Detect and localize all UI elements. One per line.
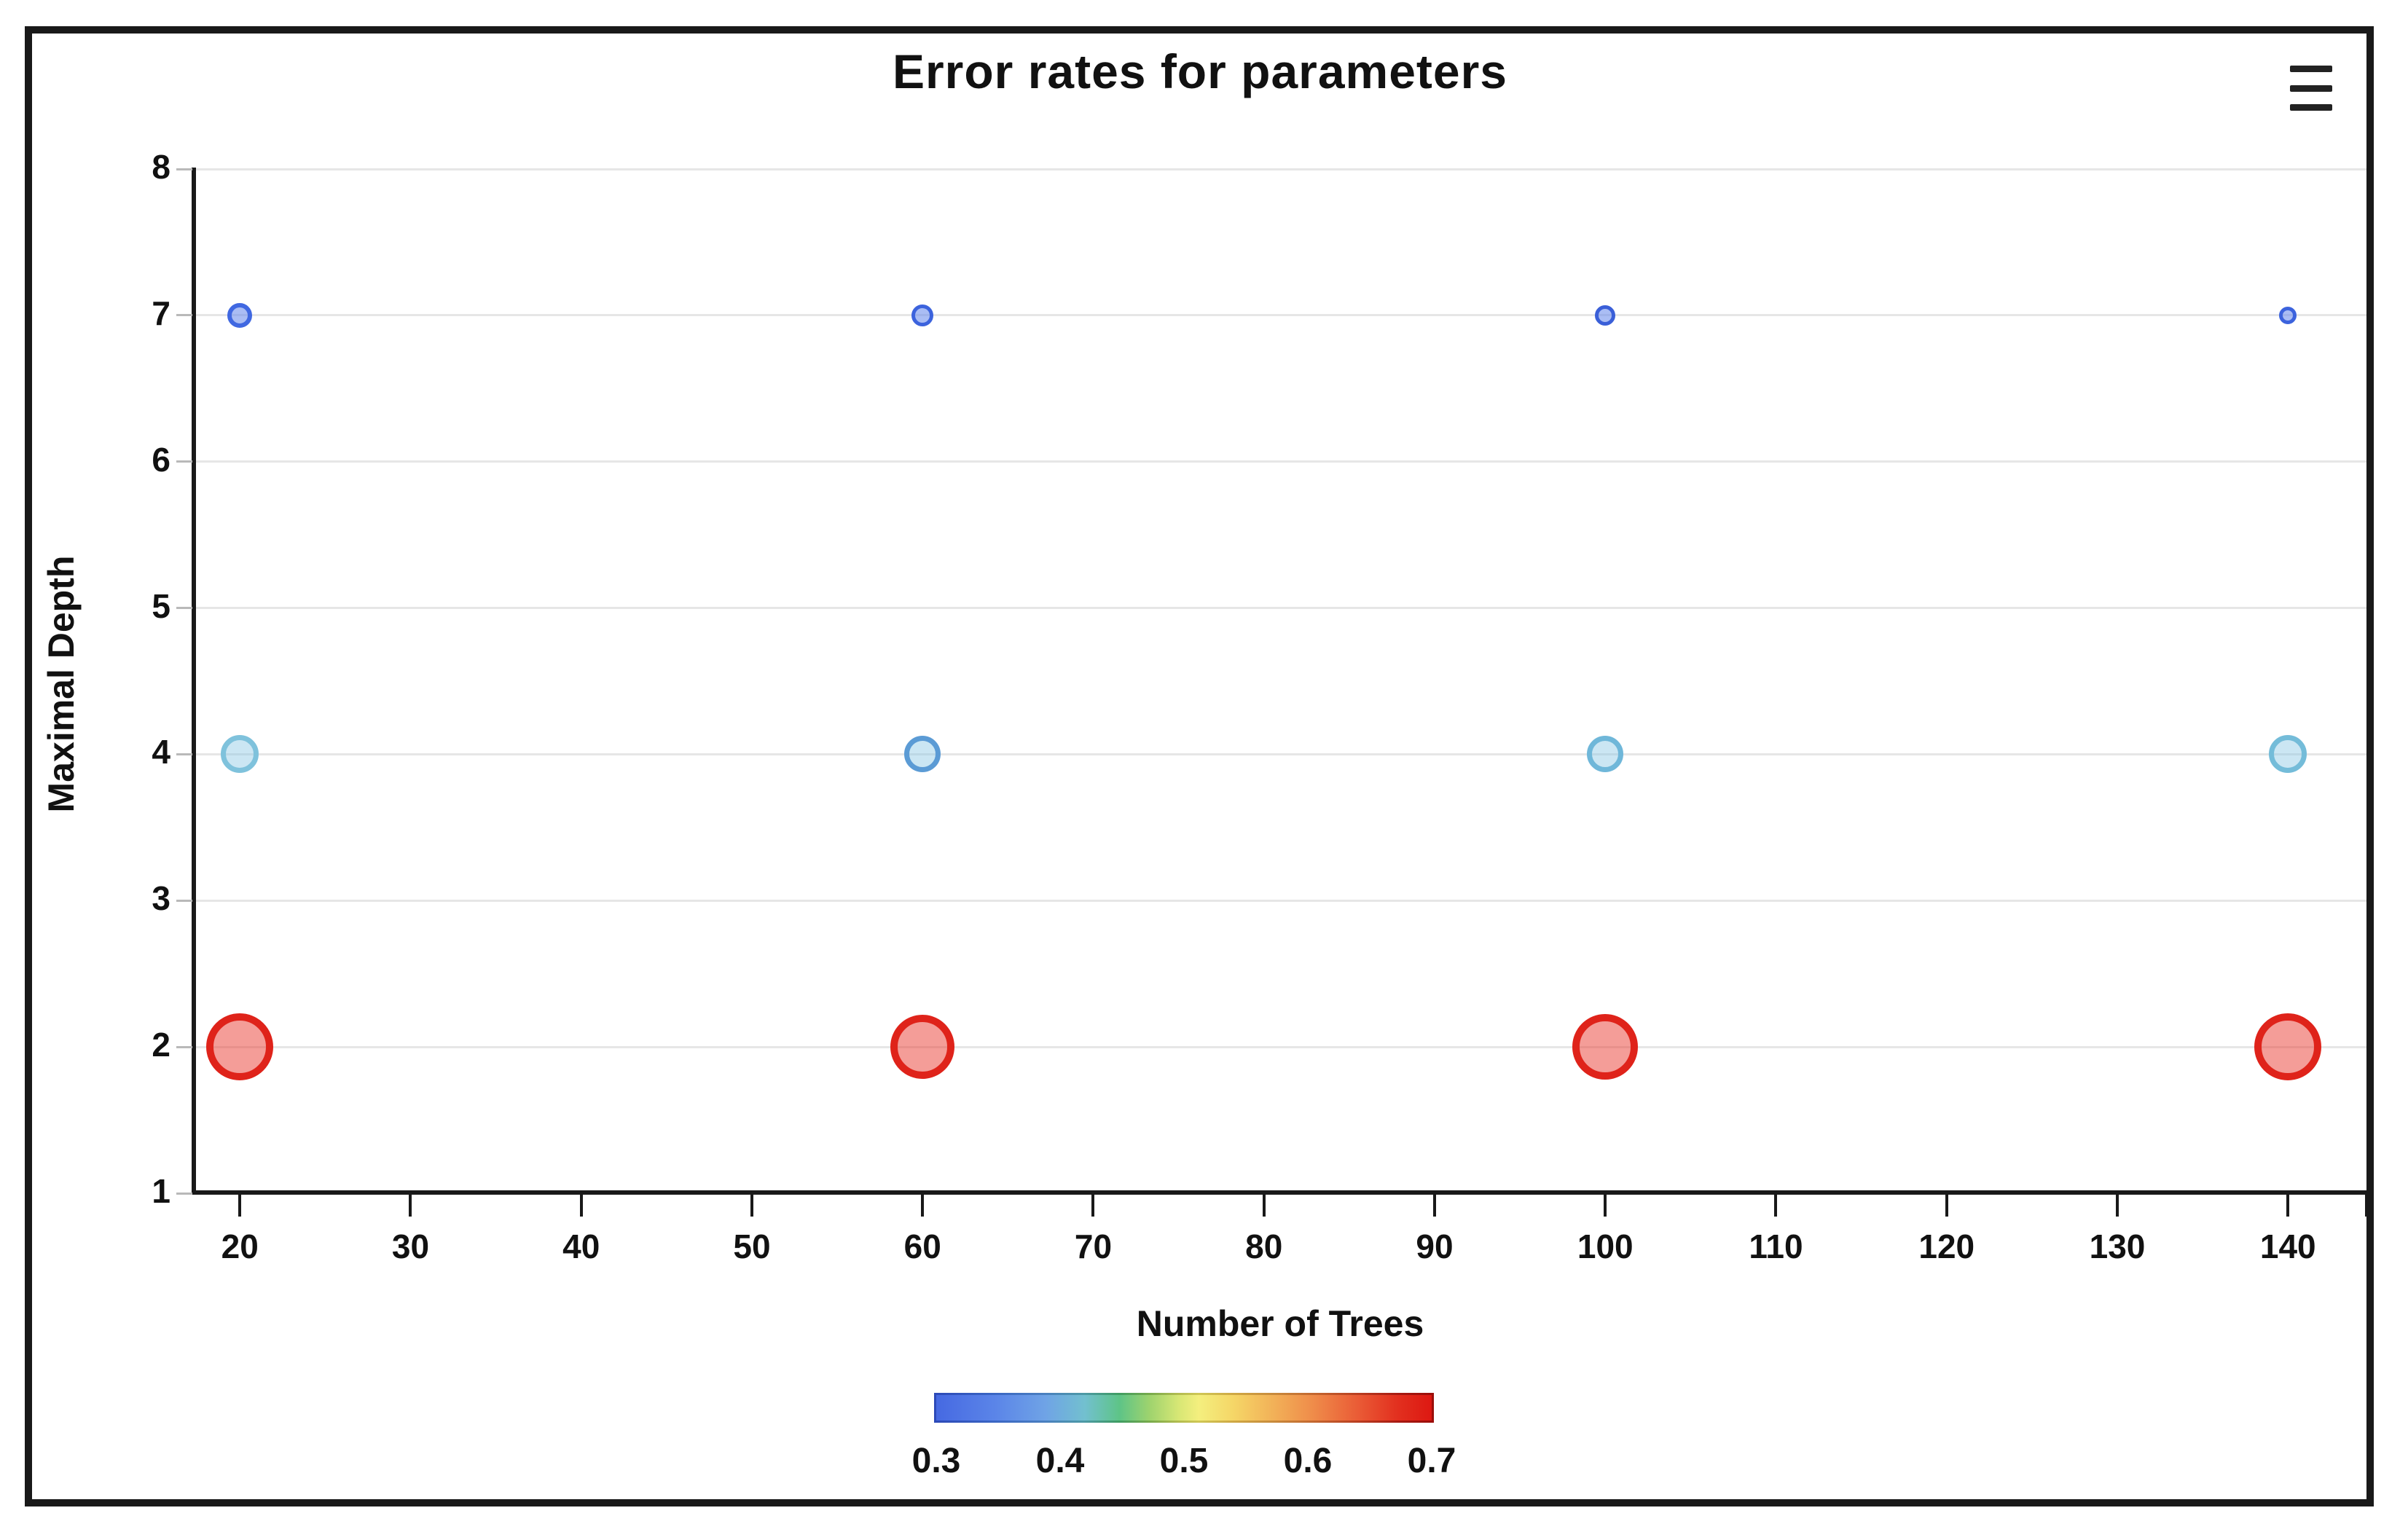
y-gridline <box>194 899 2366 902</box>
x-tick-mark <box>238 1195 242 1217</box>
x-tick-label: 120 <box>1918 1227 1975 1265</box>
x-tick-mark <box>1774 1195 1778 1217</box>
y-gridline <box>194 607 2366 610</box>
x-tick-label: 40 <box>562 1227 600 1265</box>
y-tick-label: 7 <box>152 294 170 332</box>
x-tick-label: 110 <box>1749 1227 1803 1265</box>
bubble[interactable] <box>206 1013 274 1081</box>
y-tick-mark <box>176 314 192 317</box>
y-tick-label: 2 <box>152 1026 170 1064</box>
x-tick-label: 130 <box>2089 1227 2146 1265</box>
y-tick-label: 8 <box>152 148 170 186</box>
x-tick-mark <box>1432 1195 1436 1217</box>
color-axis-gradient-fill <box>936 1395 1432 1421</box>
x-tick-mark <box>1262 1195 1266 1217</box>
bubble[interactable] <box>2269 735 2307 774</box>
y-gridline <box>194 753 2366 755</box>
x-tick-mark <box>750 1195 753 1217</box>
y-tick-mark <box>176 1192 192 1195</box>
x-tick-label: 60 <box>903 1227 941 1265</box>
bubble[interactable] <box>2279 306 2297 324</box>
plot-area <box>194 168 2366 1193</box>
x-tick-label: 20 <box>221 1227 259 1265</box>
y-gridline <box>194 460 2366 463</box>
chart-context-menu-button[interactable] <box>2285 64 2337 112</box>
x-tick-mark <box>1091 1195 1095 1217</box>
bubble[interactable] <box>1595 305 1616 326</box>
color-axis-tick-label: 0.4 <box>1035 1442 1085 1480</box>
bubble[interactable] <box>227 302 253 328</box>
y-tick-mark <box>176 607 192 610</box>
y-tick-label: 6 <box>152 440 170 479</box>
hamburger-menu-icon <box>2290 66 2332 72</box>
x-tick-label: 70 <box>1074 1227 1113 1265</box>
bubble[interactable] <box>1587 736 1624 773</box>
y-gridline <box>194 168 2366 170</box>
bubble[interactable] <box>1572 1014 1639 1080</box>
y-tick-label: 5 <box>152 586 170 625</box>
x-tick-mark <box>1945 1195 1948 1217</box>
color-axis-tick-label: 0.6 <box>1283 1442 1333 1480</box>
x-tick-mark <box>579 1195 583 1217</box>
x-tick-mark <box>409 1195 412 1217</box>
hamburger-menu-icon <box>2290 85 2332 92</box>
y-tick-label: 3 <box>152 879 170 918</box>
color-axis-tick-label: 0.7 <box>1407 1442 1456 1480</box>
x-tick-label: 80 <box>1245 1227 1283 1265</box>
x-tick-label: 140 <box>2259 1227 2316 1265</box>
x-tick-mark <box>2115 1195 2119 1217</box>
chart-title: Error rates for parameters <box>892 44 1508 98</box>
x-tick-mark <box>2286 1195 2290 1217</box>
x-tick-label: 100 <box>1577 1227 1634 1265</box>
color-axis-tick-label: 0.5 <box>1159 1442 1209 1480</box>
y-tick-mark <box>176 753 192 755</box>
y-tick-mark <box>176 1045 192 1048</box>
hamburger-menu-icon <box>2290 104 2332 111</box>
bubble[interactable] <box>911 304 934 326</box>
bubble[interactable] <box>221 735 259 774</box>
y-tick-label: 1 <box>152 1172 170 1210</box>
y-axis-title: Maximal Depth <box>41 555 82 813</box>
y-tick-mark <box>176 460 192 463</box>
y-gridline <box>194 1045 2366 1048</box>
y-gridline <box>194 314 2366 317</box>
y-tick-mark <box>176 899 192 902</box>
bubble[interactable] <box>904 736 941 773</box>
color-axis-gradient-bar <box>934 1393 1434 1423</box>
x-tick-mark <box>1604 1195 1607 1217</box>
y-tick-mark <box>176 168 192 170</box>
x-axis-line <box>192 1190 2371 1195</box>
y-tick-label: 4 <box>152 733 170 771</box>
y-axis-line <box>192 168 196 1195</box>
chart-frame <box>25 26 2374 1506</box>
x-tick-label: 30 <box>391 1227 430 1265</box>
x-tick-label: 50 <box>733 1227 771 1265</box>
x-axis-end-tick <box>2365 1195 2368 1217</box>
color-axis-tick-label: 0.3 <box>911 1442 961 1480</box>
bubble[interactable] <box>890 1015 955 1080</box>
x-tick-label: 90 <box>1416 1227 1454 1265</box>
x-tick-mark <box>921 1195 925 1217</box>
x-axis-title: Number of Trees <box>1136 1303 1424 1344</box>
bubble[interactable] <box>2254 1013 2322 1081</box>
